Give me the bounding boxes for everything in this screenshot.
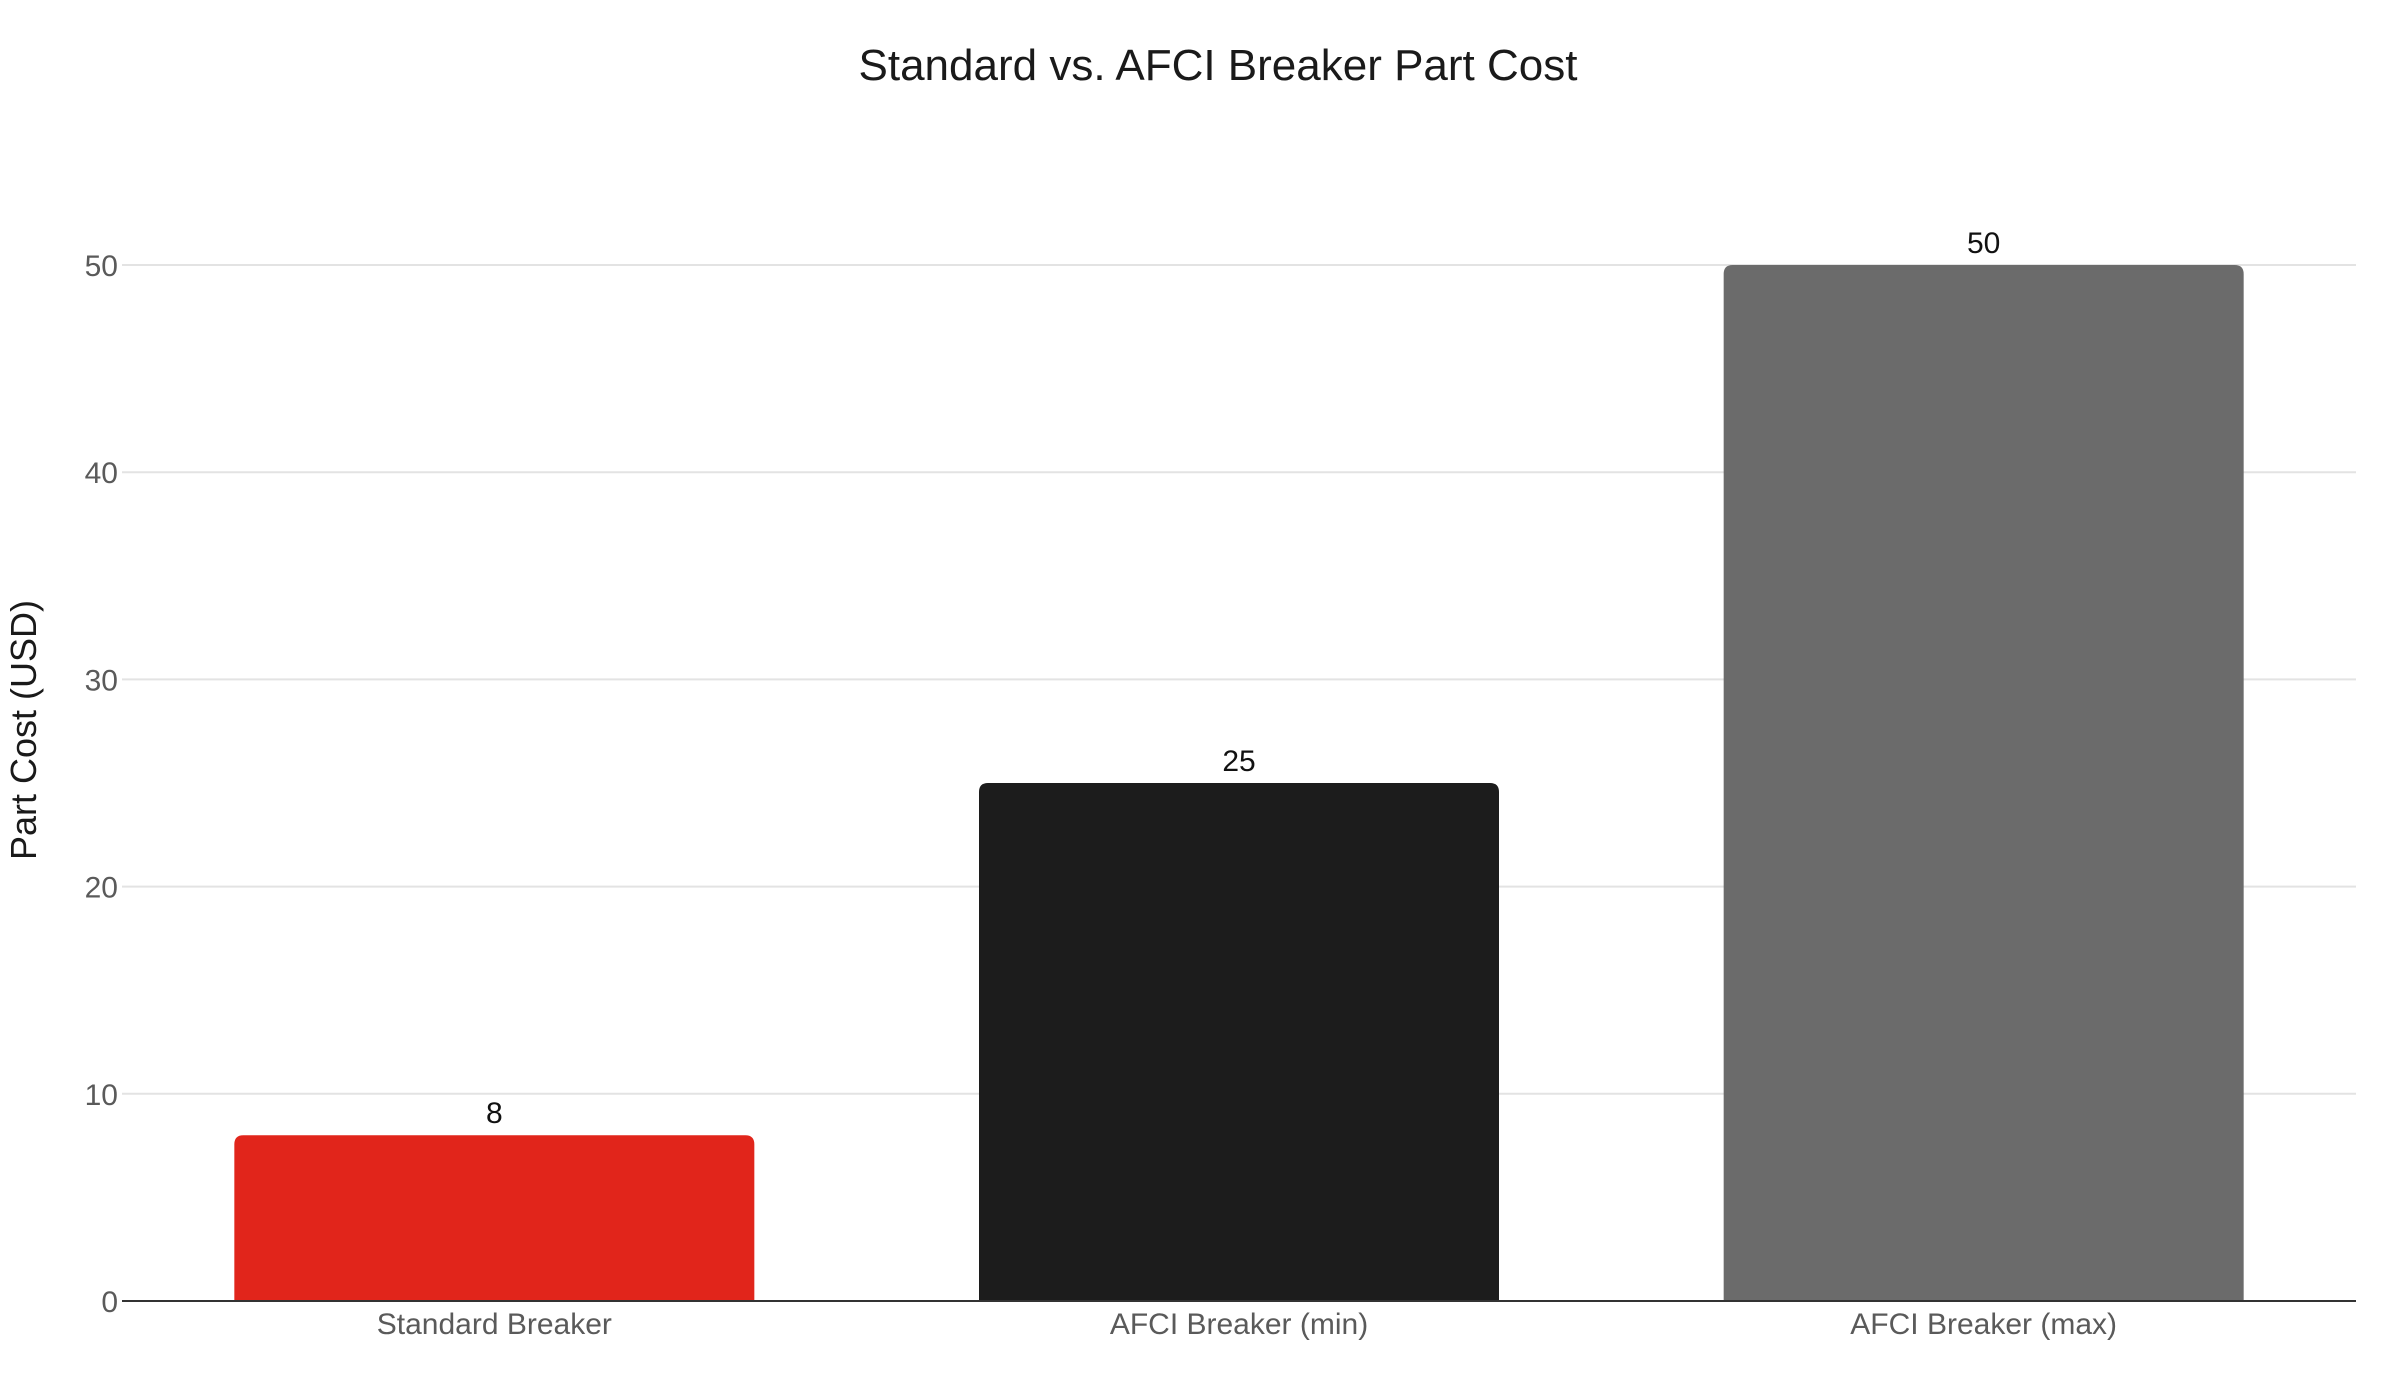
data-labels: 8 25 50 — [486, 227, 2000, 1130]
x-tick-label: AFCI Breaker (min) — [1110, 1308, 1368, 1341]
data-label: 8 — [486, 1097, 503, 1130]
y-tick-label: 0 — [101, 1286, 118, 1319]
y-tick-label: 10 — [85, 1079, 118, 1112]
data-label: 25 — [1222, 745, 1255, 778]
data-label: 50 — [1967, 227, 2000, 260]
x-tick-label: AFCI Breaker (max) — [1850, 1308, 2117, 1341]
y-tick-label: 50 — [85, 250, 118, 283]
x-axis-ticks: Standard Breaker AFCI Breaker (min) AFCI B… — [377, 1308, 2117, 1341]
bar — [1723, 265, 2244, 1301]
y-tick-label: 40 — [85, 457, 118, 490]
chart-title: Standard vs. AFCI Breaker Part Cost — [859, 41, 1578, 90]
y-tick-label: 30 — [85, 664, 118, 697]
bars — [234, 265, 2244, 1301]
y-axis-title: Part Cost (USD) — [3, 600, 44, 860]
bar — [979, 783, 1499, 1301]
y-tick-label: 20 — [85, 872, 118, 905]
bar — [234, 1135, 755, 1301]
y-axis-ticks: 0 10 20 30 40 50 — [85, 250, 118, 1319]
x-tick-label: Standard Breaker — [377, 1308, 612, 1341]
